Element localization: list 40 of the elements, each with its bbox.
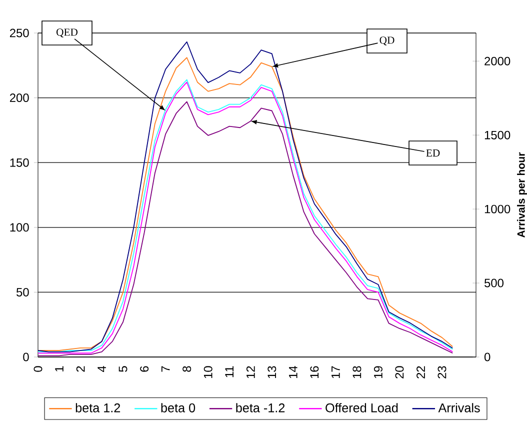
annotation: ED — [426, 150, 440, 156]
y-tick-label: 250 — [10, 28, 29, 38]
x-tick-label: 16 — [310, 366, 319, 378]
legend-label: beta 1.2 — [76, 403, 120, 412]
x-tick-label: 18 — [352, 366, 362, 378]
x-tick-label: 11 — [225, 366, 234, 378]
x-tick-label: 10 — [204, 366, 212, 378]
legend-label: Offered Load — [326, 403, 398, 412]
y2-tick-label: 500 — [484, 278, 504, 288]
x-tick-label: 0 — [34, 366, 42, 372]
x-tick-label: 5 — [118, 366, 128, 372]
y-tick-label: 50 — [16, 288, 29, 296]
x-tick-label: 7 — [161, 366, 170, 372]
annotation: QED — [56, 28, 78, 38]
y-tick-label: 100 — [10, 223, 29, 232]
y2-axis-title: Arrivals per hour — [517, 152, 527, 238]
x-tick-label: 4 — [98, 366, 106, 372]
y2-tick-label: 1000 — [484, 204, 510, 214]
x-tick-label: 22 — [416, 366, 425, 378]
annotation: QD — [380, 36, 394, 46]
x-tick-label: 23 — [438, 366, 446, 378]
x-tick-label: 6 — [140, 366, 149, 372]
x-tick-label: 8 — [182, 366, 192, 372]
x-tick-label: 17 — [332, 366, 340, 378]
x-tick-label: 12 — [246, 366, 255, 378]
legend-label: beta 0 — [161, 403, 196, 412]
y2-tick-label: 1500 — [484, 130, 510, 140]
legend-label: Arrivals — [438, 403, 480, 412]
x-tick-label: 19 — [374, 366, 382, 378]
x-tick-label: 2 — [76, 366, 85, 372]
y2-tick-label: 0 — [484, 352, 490, 362]
y-tick-label: 0 — [23, 352, 29, 362]
legend-label: beta -1.2 — [236, 403, 285, 412]
x-tick-label: 1 — [55, 366, 64, 372]
x-tick-label: 20 — [395, 366, 404, 378]
x-tick-label: 14 — [289, 366, 298, 378]
y-tick-label: 150 — [10, 158, 29, 167]
y2-tick-label: 2000 — [484, 56, 510, 66]
y-tick-label: 200 — [10, 94, 29, 102]
x-tick-label: 13 — [268, 366, 276, 378]
